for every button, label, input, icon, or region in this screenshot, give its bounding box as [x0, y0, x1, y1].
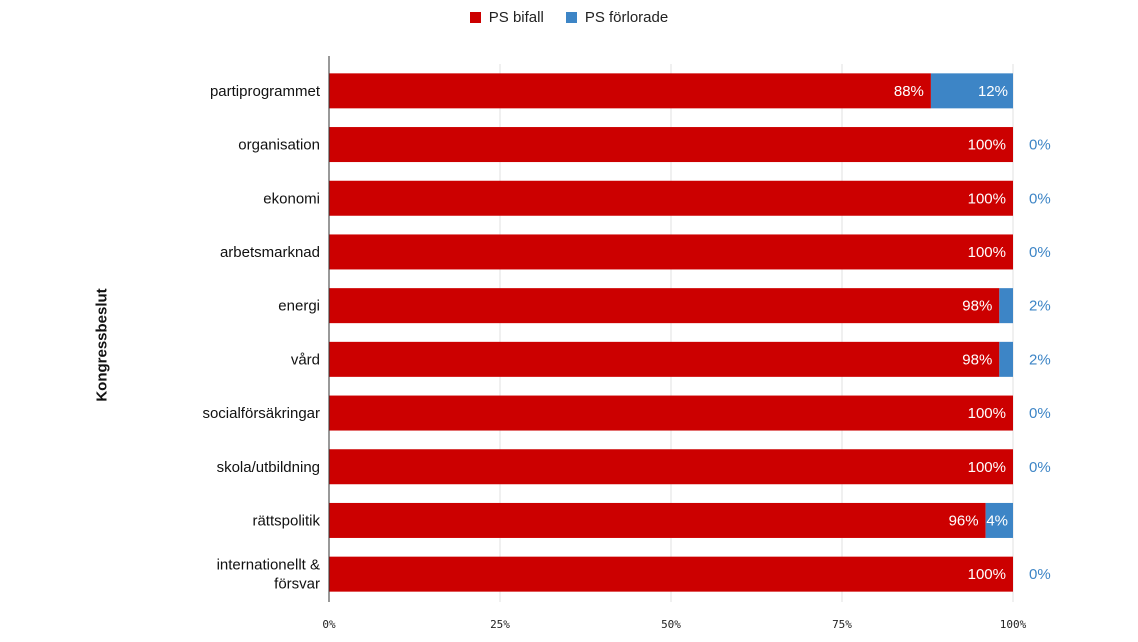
data-label: 0%: [1029, 566, 1051, 583]
data-label: 98%: [962, 298, 992, 315]
data-label: 0%: [1029, 244, 1051, 261]
bar-segment-bifall: [329, 73, 931, 109]
data-label: 2%: [1029, 351, 1051, 368]
bar-segment-bifall: [329, 127, 1013, 163]
category-label: vård: [291, 351, 320, 368]
data-label: 100%: [968, 566, 1006, 583]
bar-segment-bifall: [329, 502, 986, 538]
bar-segment-bifall: [329, 234, 1013, 270]
x-tick-label: 25%: [490, 618, 510, 631]
category-label: internationellt &: [217, 557, 320, 574]
x-tick-label: 75%: [832, 618, 852, 631]
data-label: 100%: [968, 405, 1006, 422]
bar-segment-bifall: [329, 556, 1013, 592]
data-label: 0%: [1029, 190, 1051, 207]
data-label: 12%: [978, 83, 1008, 100]
category-label: organisation: [238, 137, 320, 154]
data-label: 4%: [986, 512, 1008, 529]
legend-label-ps-forlorade: PS förlorade: [584, 9, 669, 26]
x-tick-label: 0%: [322, 618, 336, 631]
x-tick-label: 50%: [661, 618, 681, 631]
bar-segment-forlorade: [985, 502, 1013, 538]
bar-segment-bifall: [329, 395, 1013, 431]
category-label: skola/utbildning: [217, 459, 320, 476]
legend-swatch-ps-forlorade: [565, 12, 577, 23]
data-label: 2%: [1029, 298, 1051, 315]
legend-item-ps-forlorade: PS förlorade: [565, 9, 669, 26]
data-label: 0%: [1029, 137, 1051, 154]
bar-segment-forlorade: [999, 341, 1013, 377]
data-label: 0%: [1029, 405, 1051, 422]
bar-segment-bifall: [329, 180, 1013, 216]
data-label: 96%: [949, 512, 979, 529]
bar-segment-forlorade: [930, 73, 1013, 109]
bar-segment-bifall: [329, 288, 1000, 324]
legend-item-ps-bifall: PS bifall: [469, 9, 544, 26]
bar-segment-bifall: [329, 341, 1000, 377]
bar-segment-bifall: [329, 449, 1013, 485]
data-label: 88%: [894, 83, 924, 100]
x-tick-label: 100%: [1000, 618, 1027, 631]
bar-segment-forlorade: [999, 288, 1013, 324]
data-label: 100%: [968, 459, 1006, 476]
category-label: ekonomi: [263, 190, 320, 207]
data-label: 100%: [968, 137, 1006, 154]
category-label: partiprogrammet: [210, 83, 321, 100]
data-label: 100%: [968, 190, 1006, 207]
category-label: arbetsmarknad: [220, 244, 320, 261]
data-label: 100%: [968, 244, 1006, 261]
legend-label-ps-bifall: PS bifall: [488, 9, 544, 26]
category-label: socialförsäkringar: [202, 405, 320, 422]
data-label: 98%: [962, 351, 992, 368]
category-label: rättspolitik: [252, 512, 320, 529]
category-label: energi: [278, 298, 320, 315]
data-label: 0%: [1029, 459, 1051, 476]
legend-swatch-ps-bifall: [469, 12, 481, 23]
category-label: försvar: [274, 576, 320, 593]
legend: PS bifall PS förlorade: [0, 9, 1138, 26]
